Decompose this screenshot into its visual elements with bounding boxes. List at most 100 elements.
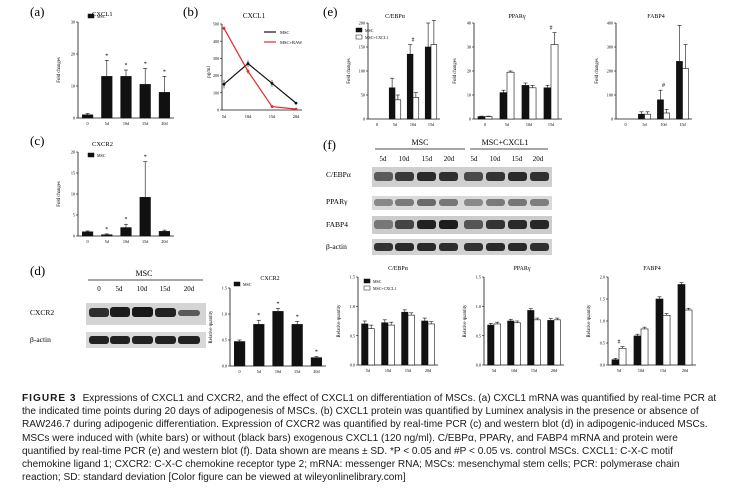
chart-e1: 0 50 100 150 200 Fold changes C/EBPα 0 5d 10d #15d…	[347, 14, 440, 127]
band-d-cxcr2-0	[89, 308, 109, 317]
chart-f3: 0.0 0.5 1.0 1.5 2.0 Relative quantity FABP4 5d #…	[587, 266, 696, 373]
d-xtick-label-2: 10d	[275, 369, 282, 374]
a-annotation-4: *	[163, 69, 166, 75]
f2-bar-1-3	[553, 319, 561, 366]
e1-bar-0-2	[406, 53, 414, 120]
e2-xtick-label-0: 0	[484, 122, 486, 127]
band-f-3-0	[374, 243, 393, 251]
e3-ytick-label-1: 100	[607, 93, 613, 98]
e1-bar-0-3	[424, 46, 432, 120]
c-bar-0-0	[82, 231, 94, 237]
f3-ytick-label-4: 2.0	[600, 275, 605, 280]
band-f-1-0	[374, 199, 393, 206]
band-f-1-6	[508, 199, 527, 206]
f3-xtick-label-3: 20d	[682, 368, 689, 373]
f2-ytick-label-1: 0.5	[476, 333, 481, 338]
c-xtick-label-1: 5d	[105, 239, 110, 244]
blot-d-lane-2: 10d	[137, 285, 148, 293]
c-bar-0-2	[120, 227, 132, 237]
f2-bar-0-2	[527, 310, 535, 366]
chart-d: 0.0 0.5 1.0 1.5 Relative quantity CXCR2 0 5d * 10…	[209, 276, 326, 374]
d-xtick-label-0: 0	[239, 369, 241, 374]
f3-bar-0-1	[633, 335, 642, 366]
panel-label-a: (a)	[30, 4, 44, 19]
b-ytick-label-1: 100	[213, 90, 219, 95]
d-bar-0-3	[291, 324, 303, 367]
chart-f2: 0.0 0.5 1.0 1.5 Relative quantity PPARγ 5d 10d 1…	[463, 266, 564, 373]
e3-bar-1-1	[644, 113, 651, 120]
e2-ytick-label-0: 0	[469, 117, 471, 122]
band-f-3-4	[464, 243, 483, 251]
c-ytick-label-4: 20	[71, 150, 75, 155]
e1-bar-1-3	[430, 44, 438, 120]
b-xtick-label-3: 20d	[293, 114, 300, 119]
f2-bar-0-3	[547, 320, 555, 366]
blot-f-strip-fabp4	[372, 216, 552, 234]
a-xtick-label-1: 5d	[105, 121, 110, 126]
a-ylabel: Fold changes	[57, 57, 62, 83]
d-bar-0-2	[272, 311, 284, 367]
e2-ytick-label-2: 20	[467, 69, 471, 74]
c-ytick-label-2: 10	[71, 192, 75, 197]
caption-text: Expressions of CXCL1 and CXCR2, and the …	[22, 393, 717, 484]
d-ytick-label-0: 0.0	[222, 364, 227, 369]
band-d-cxcr2-2	[132, 307, 153, 317]
f3-ytick-label-3: 1.5	[600, 297, 605, 302]
band-f-0-1	[395, 172, 414, 181]
chart-a: 0 10 20 30 Fold changes CXCL1 0 5d * 10d * 15d * 20d *…	[57, 11, 174, 126]
e3-bar-1-2	[663, 112, 670, 120]
legend-b-raw: MSC+RAW	[280, 40, 303, 45]
d-title: CXCR2	[260, 276, 279, 282]
f1-xtick-label-3: 20d	[425, 368, 432, 373]
a-annotation-2: *	[125, 63, 128, 69]
f2-ytick-label-2: 1.0	[476, 304, 481, 309]
d-ytick-label-3: 1.5	[222, 286, 227, 291]
blot-f-lane-7: 20d	[533, 155, 544, 163]
panel-label-f: (f)	[323, 137, 336, 152]
band-d-cxcr2-1	[110, 307, 130, 317]
c-annotation-1: *	[105, 227, 108, 233]
c-xtick-label-2: 10d	[123, 239, 130, 244]
f2-bar-1-0	[493, 323, 501, 366]
f3-ytick-label-0: 0.0	[600, 363, 605, 368]
band-f-1-2	[417, 199, 436, 206]
d-bar-0-4	[310, 357, 322, 367]
e1-annotation-2: #	[412, 38, 415, 44]
d-bar-0-1	[253, 324, 265, 367]
e1-ylabel: Fold changes	[347, 58, 352, 84]
a-bar-0-0	[82, 114, 94, 119]
e1-legend-swatch-0	[355, 27, 363, 33]
d-bar-0-0	[234, 341, 246, 367]
a-bar-0-1	[101, 76, 113, 119]
band-f-1-4	[464, 199, 483, 206]
blot-f-strip-cebpa	[372, 167, 552, 187]
e2-xtick-label-3: 15d	[548, 122, 555, 127]
c-xtick-label-3: 15d	[142, 239, 149, 244]
e1-bar-1-1	[394, 99, 402, 120]
blot-f-lane-2: 15d	[422, 155, 433, 163]
f1-xtick-label-1: 10d	[385, 368, 392, 373]
e2-bar-1-3	[550, 44, 559, 120]
e3-annotation-2: #	[662, 83, 665, 89]
e2-ytick-label-1: 10	[467, 93, 471, 98]
c-bar-0-4	[158, 231, 170, 237]
e3-ytick-label-3: 300	[607, 45, 613, 50]
band-d-actin-4	[178, 336, 200, 344]
e2-bar-1-0	[484, 116, 493, 120]
e3-ytick-label-4: 400	[607, 21, 613, 26]
band-f-2-1	[395, 220, 414, 229]
f1-ytick-label-2: 1.0	[350, 304, 355, 309]
blot-f-row-fabp4: FABP4	[326, 220, 348, 229]
a-xtick-label-0: 0	[87, 121, 89, 126]
band-f-1-7	[530, 199, 549, 206]
d-legend-swatch-0	[233, 281, 241, 287]
f3-ylabel: Relative quantity	[587, 304, 592, 338]
a-ytick-label-0: 0	[73, 116, 75, 121]
band-f-1-1	[395, 199, 414, 206]
e2-xtick-label-2: 10d	[526, 122, 533, 127]
f3-bar-0-2	[655, 298, 664, 366]
d-xtick-label-4: 20d	[313, 369, 320, 374]
f1-legend-swatch-1	[363, 285, 371, 291]
f1-bar-0-1	[381, 322, 389, 366]
e1-ytick-label-0: 0	[363, 117, 365, 122]
